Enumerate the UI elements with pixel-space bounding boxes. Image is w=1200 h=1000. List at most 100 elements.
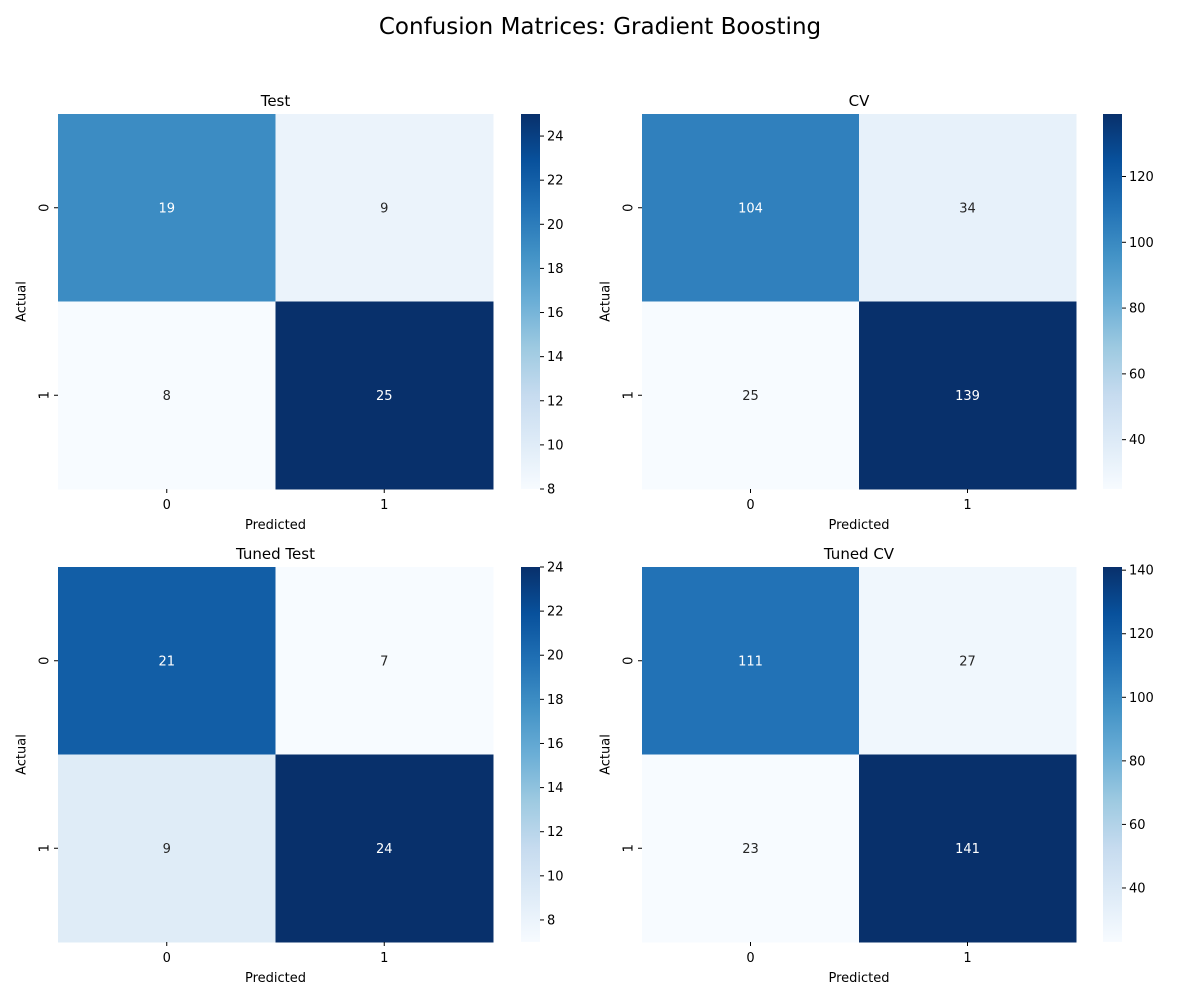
cell-value-label: 139 xyxy=(955,389,980,404)
cell-value-label: 111 xyxy=(738,654,763,669)
heatmap-cell xyxy=(58,754,276,943)
y-axis-label: Actual xyxy=(599,734,614,775)
x-tick-label: 1 xyxy=(963,498,971,513)
colorbar-tick-label: 120 xyxy=(1129,627,1154,642)
y-axis-label: Actual xyxy=(15,734,30,775)
heatmap-cell xyxy=(642,754,860,943)
y-tick-label: 1 xyxy=(38,391,53,399)
heatmap-cell xyxy=(642,567,860,755)
y-tick-label: 1 xyxy=(38,844,53,852)
colorbar-tick-label: 10 xyxy=(547,869,564,884)
heatmap-cell xyxy=(275,567,494,755)
colorbar-tick-label: 140 xyxy=(1129,564,1154,579)
colorbar-tick-label: 12 xyxy=(547,825,564,840)
figure-title: Confusion Matrices: Gradient Boosting xyxy=(378,14,822,40)
y-tick-label: 0 xyxy=(38,657,53,665)
heatmap-cell xyxy=(275,114,494,302)
x-tick-label: 0 xyxy=(163,951,171,966)
y-tick-label: 0 xyxy=(622,204,637,212)
colorbar xyxy=(521,567,540,942)
colorbar-tick-label: 20 xyxy=(547,218,564,233)
y-tick-label: 1 xyxy=(622,844,637,852)
heatmap-cell xyxy=(859,567,1077,755)
panel-title: CV xyxy=(849,92,870,110)
heatmap-panel-1: Test 19 9 8 25 0 1 Predicted 0 1 Actual 8 10 12 14 16 18… xyxy=(15,92,564,533)
colorbar-tick-label: 40 xyxy=(1129,881,1146,896)
cell-value-label: 19 xyxy=(158,201,175,216)
y-tick-label: 1 xyxy=(622,391,637,399)
colorbar-tick-label: 60 xyxy=(1129,367,1146,382)
cell-value-label: 25 xyxy=(376,389,393,404)
colorbar-tick-label: 60 xyxy=(1129,818,1146,833)
colorbar-tick-label: 100 xyxy=(1129,691,1154,706)
colorbar-tick-label: 24 xyxy=(547,130,564,145)
colorbar xyxy=(1103,567,1122,942)
colorbar-tick-label: 24 xyxy=(547,561,564,576)
heatmap-cell xyxy=(859,754,1077,943)
y-tick-label: 0 xyxy=(38,204,53,212)
y-axis-label: Actual xyxy=(15,281,30,322)
heatmap-cell xyxy=(275,754,494,943)
heatmap-panel-3: Tuned Test 21 7 9 24 0 1 Predicted 0 1 Actual 8 10 12… xyxy=(15,545,564,986)
colorbar-tick-label: 14 xyxy=(547,781,564,796)
x-tick-label: 1 xyxy=(380,951,388,966)
colorbar-tick-label: 16 xyxy=(547,737,564,752)
cell-value-label: 7 xyxy=(380,654,388,669)
colorbar-tick-label: 18 xyxy=(547,693,564,708)
heatmap-cell xyxy=(58,114,276,302)
x-tick-label: 1 xyxy=(963,951,971,966)
cell-value-label: 9 xyxy=(380,201,388,216)
colorbar-tick-label: 40 xyxy=(1129,433,1146,448)
panel-title: Tuned CV xyxy=(823,545,895,563)
colorbar-tick-label: 80 xyxy=(1129,754,1146,769)
colorbar xyxy=(1103,114,1122,489)
heatmap-cell xyxy=(58,567,276,755)
heatmap-cell xyxy=(642,301,860,490)
colorbar-tick-label: 14 xyxy=(547,350,564,365)
y-axis-label: Actual xyxy=(599,281,614,322)
colorbar-tick-label: 120 xyxy=(1129,170,1154,185)
colorbar-tick-label: 100 xyxy=(1129,236,1154,251)
heatmap-cell xyxy=(642,114,860,302)
x-tick-label: 0 xyxy=(746,498,754,513)
x-tick-label: 0 xyxy=(163,498,171,513)
cell-value-label: 34 xyxy=(959,201,976,216)
heatmap-cell xyxy=(275,301,494,490)
panel-title: Test xyxy=(260,92,291,110)
heatmap-cell xyxy=(859,114,1077,302)
x-axis-label: Predicted xyxy=(828,518,889,533)
cell-value-label: 21 xyxy=(158,654,175,669)
heatmap-cell xyxy=(58,301,276,490)
cell-value-label: 24 xyxy=(376,842,393,857)
cell-value-label: 25 xyxy=(742,389,759,404)
x-axis-label: Predicted xyxy=(828,971,889,986)
y-tick-label: 0 xyxy=(622,657,637,665)
heatmap-panel-4: Tuned CV 111 27 23 141 0 1 Predicted 0 1 Actual 40 6… xyxy=(599,545,1154,986)
cell-value-label: 141 xyxy=(955,842,980,857)
cell-value-label: 23 xyxy=(742,842,759,857)
cell-value-label: 9 xyxy=(163,842,171,857)
colorbar-tick-label: 22 xyxy=(547,174,564,189)
heatmap-cell xyxy=(859,301,1077,490)
cell-value-label: 8 xyxy=(163,389,171,404)
colorbar-tick-label: 22 xyxy=(547,605,564,620)
panel-title: Tuned Test xyxy=(235,545,315,563)
colorbar-tick-label: 18 xyxy=(547,262,564,277)
heatmap-panel-2: CV 104 34 25 139 0 1 Predicted 0 1 Actual 40 60 80 100… xyxy=(599,92,1154,533)
x-axis-label: Predicted xyxy=(245,518,306,533)
x-tick-label: 1 xyxy=(380,498,388,513)
colorbar-tick-label: 16 xyxy=(547,306,564,321)
colorbar-tick-label: 8 xyxy=(547,913,555,928)
x-tick-label: 0 xyxy=(746,951,754,966)
colorbar-tick-label: 80 xyxy=(1129,302,1146,317)
colorbar xyxy=(521,114,540,489)
colorbar-tick-label: 20 xyxy=(547,649,564,664)
colorbar-tick-label: 12 xyxy=(547,394,564,409)
colorbar-tick-label: 10 xyxy=(547,438,564,453)
x-axis-label: Predicted xyxy=(245,971,306,986)
cell-value-label: 104 xyxy=(738,201,763,216)
cell-value-label: 27 xyxy=(959,654,976,669)
colorbar-tick-label: 8 xyxy=(547,483,555,498)
